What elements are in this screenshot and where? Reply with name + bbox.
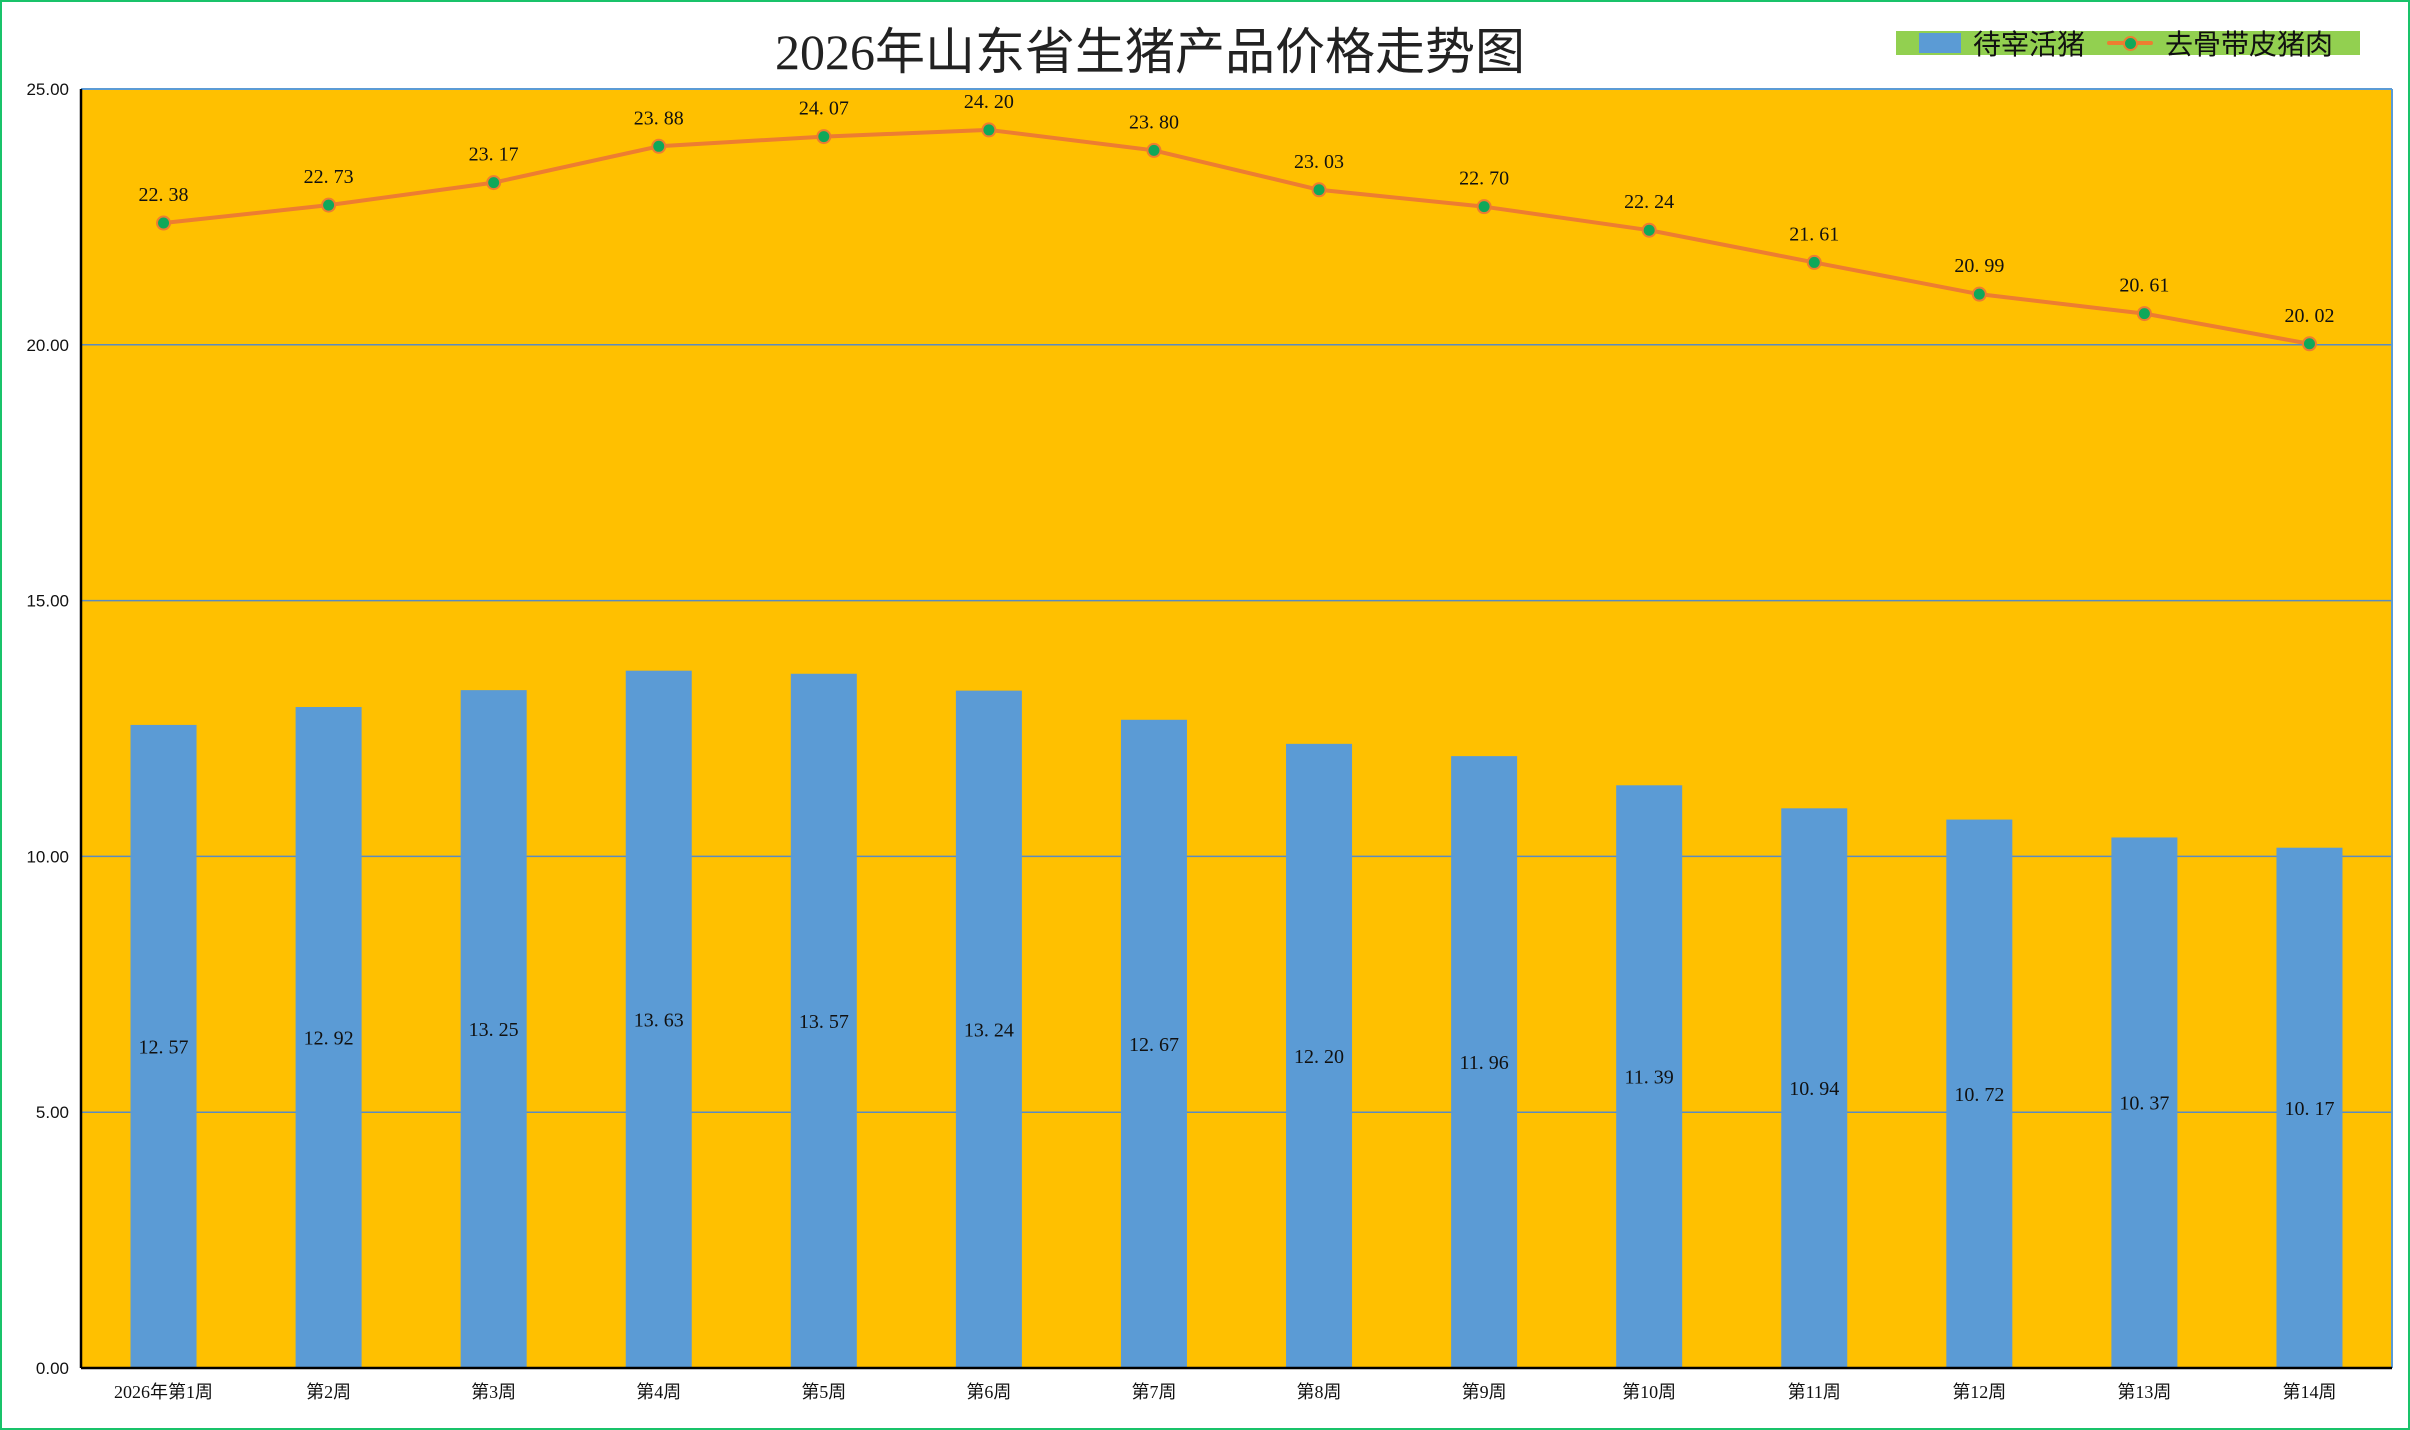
x-tick-label: 第7周 bbox=[1131, 1382, 1176, 1402]
line-marker bbox=[1476, 199, 1492, 215]
line-data-label: 22. 38 bbox=[139, 184, 189, 206]
bar-data-label: 10. 72 bbox=[1954, 1084, 2004, 1106]
bar bbox=[1946, 819, 2013, 1368]
line-data-label: 22. 70 bbox=[1459, 168, 1509, 190]
legend: 待宰活猪 去骨带皮猪肉 bbox=[1896, 30, 2360, 61]
x-tick-label: 第9周 bbox=[1462, 1382, 1507, 1402]
bar-data-label: 12. 67 bbox=[1129, 1034, 1179, 1056]
bar bbox=[130, 724, 197, 1368]
bar-data-label: 13. 24 bbox=[964, 1019, 1014, 1041]
y-tick-label: 25.00 bbox=[26, 80, 69, 99]
bar bbox=[1286, 743, 1353, 1368]
x-tick-label: 第13周 bbox=[2117, 1382, 2171, 1402]
line-marker bbox=[1146, 142, 1162, 158]
line-data-label: 24. 07 bbox=[799, 98, 849, 120]
x-tick-label: 第14周 bbox=[2282, 1382, 2336, 1402]
bar bbox=[1616, 785, 1683, 1368]
line-marker bbox=[1971, 286, 1987, 302]
x-tick-label: 第11周 bbox=[1788, 1382, 1841, 1402]
line-marker bbox=[651, 138, 667, 154]
bar bbox=[1781, 808, 1848, 1368]
bar bbox=[1451, 756, 1518, 1368]
line-marker bbox=[156, 215, 172, 231]
line-data-label: 20. 02 bbox=[2284, 305, 2334, 327]
line-marker bbox=[816, 129, 832, 145]
y-tick-label: 15.00 bbox=[26, 592, 69, 611]
legend-label-live-pig: 待宰活猪 bbox=[1973, 30, 2086, 61]
line-data-label: 23. 80 bbox=[1129, 111, 1179, 133]
bar bbox=[295, 707, 362, 1368]
line-data-label: 22. 73 bbox=[304, 166, 354, 188]
x-tick-label: 第12周 bbox=[1952, 1382, 2006, 1402]
x-tick-label: 第4周 bbox=[636, 1382, 681, 1402]
line-marker bbox=[321, 197, 337, 213]
line-data-label: 20. 61 bbox=[2119, 275, 2169, 297]
line-marker bbox=[2136, 306, 2152, 322]
line-data-label: 21. 61 bbox=[1789, 223, 1839, 245]
bar bbox=[460, 690, 527, 1368]
line-marker bbox=[1806, 254, 1822, 270]
line-data-label: 20. 99 bbox=[1954, 255, 2004, 277]
bar-data-label: 10. 17 bbox=[2284, 1098, 2334, 1120]
line-data-label: 24. 20 bbox=[964, 91, 1014, 113]
legend-line-swatch bbox=[2107, 33, 2154, 53]
bar-data-label: 13. 57 bbox=[799, 1011, 849, 1033]
bar bbox=[1120, 719, 1187, 1368]
line-marker bbox=[1641, 222, 1657, 238]
x-tick-label: 第6周 bbox=[966, 1382, 1011, 1402]
bar-data-label: 10. 37 bbox=[2119, 1093, 2169, 1115]
plot-area bbox=[81, 89, 2392, 1368]
bar-data-label: 11. 39 bbox=[1625, 1067, 1674, 1089]
x-tick-label: 第3周 bbox=[471, 1382, 516, 1402]
chart-title: 2026年山东省生猪产品价格走势图 bbox=[775, 24, 1525, 80]
line-series bbox=[163, 127, 2310, 346]
line-data-label: 23. 03 bbox=[1294, 151, 1344, 173]
line-data-label: 23. 88 bbox=[634, 107, 684, 129]
bar bbox=[625, 670, 692, 1368]
bar bbox=[955, 690, 1022, 1368]
line-marker bbox=[1311, 182, 1327, 198]
bar-data-label: 10. 94 bbox=[1789, 1078, 1839, 1100]
bar bbox=[2276, 847, 2343, 1368]
line-marker bbox=[981, 122, 997, 138]
line-data-label: 22. 24 bbox=[1624, 191, 1674, 213]
legend-bar-swatch bbox=[1919, 33, 1961, 53]
x-tick-label: 第5周 bbox=[801, 1382, 846, 1402]
line-marker bbox=[486, 175, 502, 191]
x-tick-label: 第2周 bbox=[306, 1382, 351, 1402]
line-data-label: 23. 17 bbox=[469, 144, 519, 166]
bar-data-label: 12. 20 bbox=[1294, 1046, 1344, 1068]
bar-data-label: 11. 96 bbox=[1459, 1052, 1508, 1074]
y-tick-label: 20.00 bbox=[26, 336, 69, 355]
bar-data-label: 13. 25 bbox=[469, 1019, 519, 1041]
y-tick-label: 0.00 bbox=[36, 1359, 69, 1378]
x-tick-label: 第8周 bbox=[1297, 1382, 1342, 1402]
bar-data-label: 13. 63 bbox=[634, 1009, 684, 1031]
bar-data-label: 12. 57 bbox=[139, 1036, 189, 1058]
y-tick-label: 5.00 bbox=[36, 1103, 69, 1122]
bar bbox=[790, 673, 857, 1368]
x-tick-label: 2026年第1周 bbox=[114, 1382, 213, 1402]
x-tick-label: 第10周 bbox=[1622, 1382, 1676, 1402]
bar bbox=[2111, 837, 2178, 1368]
bar-data-label: 12. 92 bbox=[304, 1028, 354, 1050]
y-tick-label: 10.00 bbox=[26, 847, 69, 866]
legend-label-pork: 去骨带皮猪肉 bbox=[2165, 30, 2334, 61]
line-marker bbox=[2301, 336, 2317, 352]
